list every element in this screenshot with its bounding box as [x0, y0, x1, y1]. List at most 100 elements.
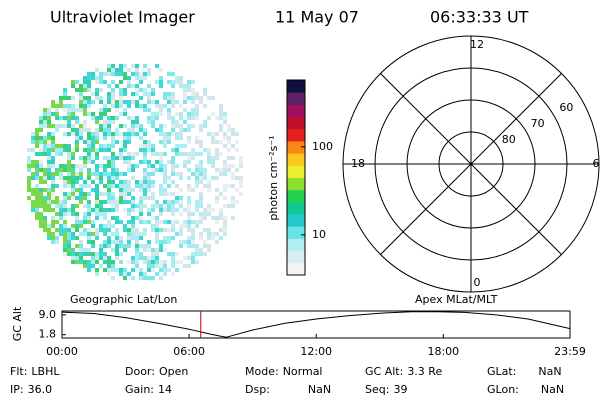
pixel — [163, 92, 167, 96]
pixel — [107, 264, 111, 268]
pixel — [91, 172, 95, 176]
pixel — [43, 136, 47, 140]
pixel — [187, 244, 191, 248]
pixel — [67, 208, 71, 212]
pixel — [75, 256, 79, 260]
pixel — [171, 228, 175, 232]
pixel — [211, 136, 215, 140]
pixel — [39, 120, 43, 124]
pixel — [207, 228, 211, 232]
pixel — [159, 68, 163, 72]
pixel — [31, 204, 35, 208]
pixel — [131, 260, 135, 264]
pixel — [67, 156, 71, 160]
pixel — [87, 148, 91, 152]
pixel — [155, 216, 159, 220]
pixel — [147, 276, 151, 280]
pixel — [43, 176, 47, 180]
pixel — [59, 232, 63, 236]
pixel — [119, 260, 123, 264]
pixel — [199, 100, 203, 104]
pixel — [155, 152, 159, 156]
pixel — [91, 264, 95, 268]
pixel — [107, 68, 111, 72]
pixel — [95, 156, 99, 160]
colorbar-frame — [286, 79, 306, 276]
pixel — [79, 108, 83, 112]
pixel — [167, 140, 171, 144]
orbit-line — [61, 311, 571, 338]
pixel — [63, 116, 67, 120]
pixel — [39, 212, 43, 216]
pixel — [91, 144, 95, 148]
pixel — [95, 260, 99, 264]
pixel — [83, 180, 87, 184]
pixel — [91, 256, 95, 260]
pixel — [227, 168, 231, 172]
pixel — [107, 192, 111, 196]
pixel — [67, 172, 71, 176]
pixel — [71, 184, 75, 188]
pixel — [155, 116, 159, 120]
pixel — [135, 104, 139, 108]
pixel — [219, 208, 223, 212]
pixel — [91, 260, 95, 264]
pixel — [51, 172, 55, 176]
pixel — [151, 196, 155, 200]
field-label: Seq: — [365, 383, 389, 396]
pixel — [119, 184, 123, 188]
pixel — [71, 112, 75, 116]
pixel — [187, 80, 191, 84]
pixel — [27, 160, 31, 164]
pixel — [151, 92, 155, 96]
pixel — [111, 224, 115, 228]
pixel — [95, 188, 99, 192]
pixel — [51, 124, 55, 128]
pixel — [87, 212, 91, 216]
pixel — [143, 176, 147, 180]
pixel — [171, 96, 175, 100]
pixel — [43, 116, 47, 120]
pixel — [195, 252, 199, 256]
pixel — [195, 140, 199, 144]
pixel — [167, 220, 171, 224]
pixel — [87, 204, 91, 208]
spoke — [470, 163, 562, 255]
pixel — [127, 68, 131, 72]
pixel — [63, 104, 67, 108]
pixel — [203, 148, 207, 152]
pixel — [111, 160, 115, 164]
pixel — [191, 92, 195, 96]
pixel — [63, 240, 67, 244]
pixel — [211, 208, 215, 212]
pixel — [79, 84, 83, 88]
pixel — [27, 156, 31, 160]
pixel — [87, 184, 91, 188]
annotation: Geographic Lat/Lon — [70, 293, 177, 306]
pixel — [191, 212, 195, 216]
pixel — [199, 144, 203, 148]
pixel — [67, 132, 71, 136]
pixel — [95, 196, 99, 200]
pixel — [55, 172, 59, 176]
pixel — [199, 204, 203, 208]
pixel — [115, 72, 119, 76]
pixel — [175, 112, 179, 116]
pixel — [55, 220, 59, 224]
pixel — [151, 168, 155, 172]
pixel — [135, 164, 139, 168]
pixel — [223, 144, 227, 148]
pixel — [171, 264, 175, 268]
pixel — [223, 220, 227, 224]
pixel — [99, 76, 103, 80]
pixel — [99, 88, 103, 92]
pixel — [163, 104, 167, 108]
pixel — [35, 164, 39, 168]
pixel — [159, 264, 163, 268]
pixel — [87, 96, 91, 100]
pixel — [71, 236, 75, 240]
pixel — [35, 136, 39, 140]
pixel — [135, 216, 139, 220]
pixel — [95, 152, 99, 156]
pixel — [103, 200, 107, 204]
